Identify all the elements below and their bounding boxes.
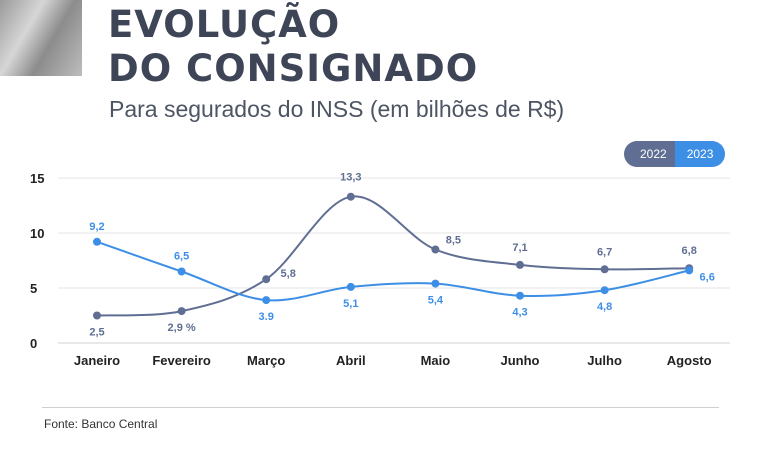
x-tick-label: Julho <box>587 353 622 368</box>
data-label-2022: 2,9 % <box>168 322 196 334</box>
data-point-2023 <box>177 267 186 276</box>
data-label-2023: 3.9 <box>259 311 274 323</box>
x-tick-label: Agosto <box>667 353 712 368</box>
data-point-2023 <box>262 296 271 305</box>
data-point-2022 <box>177 307 186 316</box>
y-tick-label: 0 <box>30 336 37 351</box>
data-point-2022 <box>600 265 609 274</box>
series-line-2023 <box>96 240 690 302</box>
x-tick-label: Março <box>247 353 285 368</box>
y-tick-label: 10 <box>30 226 44 241</box>
y-tick-label: 5 <box>30 281 37 296</box>
subtitle: Para segurados do INSS (em bilhões de R$… <box>109 96 565 122</box>
data-point-2022 <box>516 260 524 269</box>
data-point-2023 <box>600 286 609 295</box>
data-point-2022 <box>93 311 101 320</box>
data-label-2022: 7,1 <box>512 242 527 254</box>
data-label-2022: 6,8 <box>682 245 697 257</box>
data-label-2022: 5,8 <box>281 268 296 280</box>
data-point-2022 <box>346 192 355 201</box>
x-tick-label: Janeiro <box>74 353 120 368</box>
legend-2023: 2023 <box>674 141 726 167</box>
data-point-2023 <box>431 279 440 288</box>
data-label-2023: 4,8 <box>597 301 612 313</box>
data-point-2023 <box>346 282 355 291</box>
x-tick-label: Junho <box>501 353 540 368</box>
data-label-2023: 6,5 <box>174 251 189 263</box>
series-line-2022 <box>96 195 690 317</box>
data-point-2023 <box>93 237 101 246</box>
data-point-2022 <box>431 245 440 254</box>
x-tick-label: Abril <box>336 353 366 368</box>
x-tick-label: Fevereiro <box>152 353 211 368</box>
data-label-2022: 8,5 <box>446 235 461 247</box>
data-label-2023: 9,2 <box>89 221 104 233</box>
legend: 2022 2023 <box>624 141 726 167</box>
data-label-2022: 2,5 <box>89 327 104 339</box>
title-line-1: EVOLUÇÃO <box>108 3 341 46</box>
header-photo <box>0 0 82 76</box>
data-label-2022: 6,7 <box>597 246 612 258</box>
data-label-2023: 5,4 <box>428 295 444 307</box>
y-tick-label: 15 <box>30 171 44 186</box>
title-line-2: DO CONSIGNADO <box>108 47 479 90</box>
data-label-2023: 6,6 <box>700 271 715 283</box>
divider <box>42 407 719 408</box>
x-tick-label: Maio <box>421 353 451 368</box>
data-point-2023 <box>516 291 524 300</box>
legend-2022: 2022 <box>624 141 679 167</box>
data-label-2023: 5,1 <box>343 298 358 310</box>
source-note: Fonte: Banco Central <box>44 417 158 431</box>
data-label-2022: 13,3 <box>340 172 361 184</box>
data-point-2023 <box>685 266 694 275</box>
data-point-2022 <box>262 275 271 284</box>
data-label-2023: 4,3 <box>512 307 527 319</box>
